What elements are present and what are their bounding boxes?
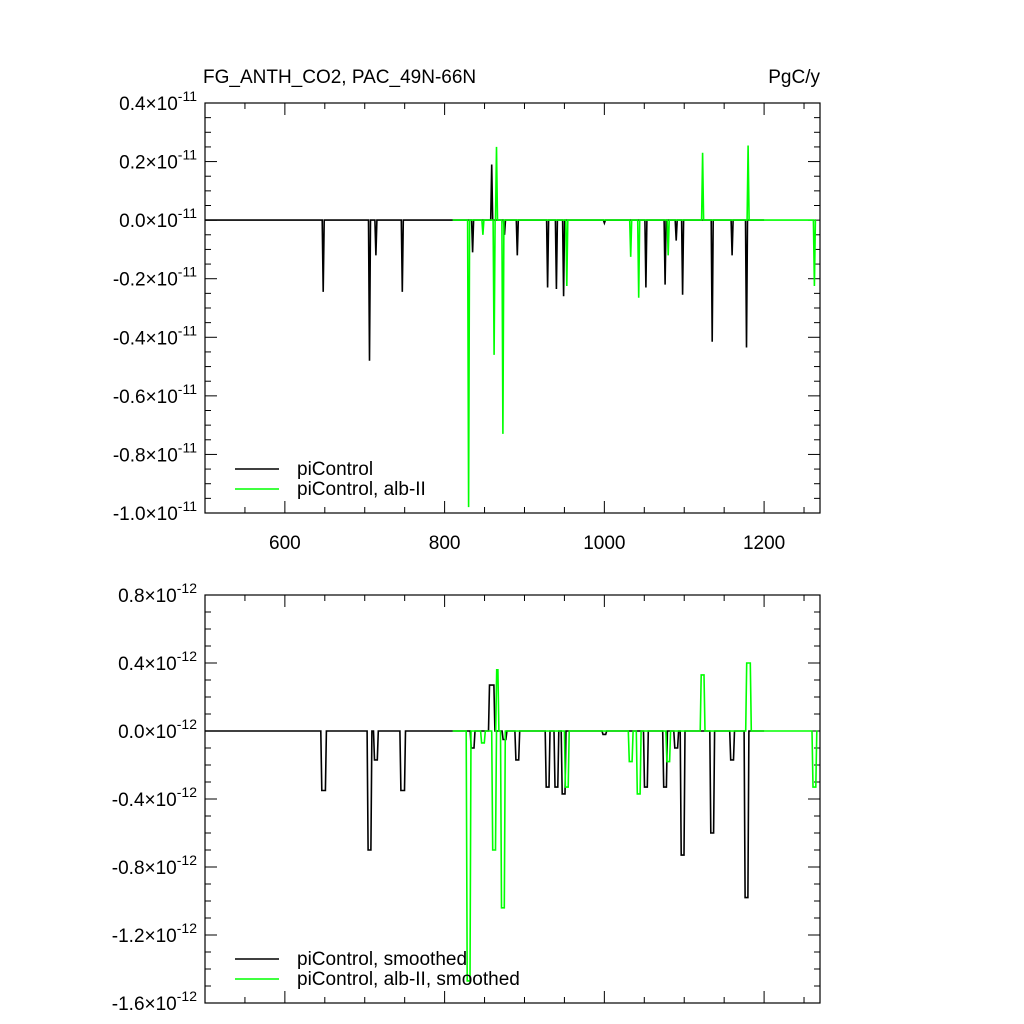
series-line-picontrol-alb-ii <box>452 662 818 982</box>
left-title: FG_ANTH_CO2, PAC_49N-66N <box>203 67 476 88</box>
y-tick-label: 0.8×10-12 <box>118 580 197 607</box>
y-tick-label: -0.8×10-12 <box>112 852 197 879</box>
x-tick-label: 1000 <box>583 533 625 554</box>
legend-label: piControl, smoothed <box>297 949 467 970</box>
plot-frame <box>204 102 821 514</box>
y-tick-label: 0.4×10-12 <box>118 648 197 675</box>
x-tick-label: 800 <box>429 533 461 554</box>
legend-label: piControl, alb-II, smoothed <box>297 969 520 990</box>
legend-label: piControl <box>297 459 373 480</box>
series-group <box>205 145 817 508</box>
panels: 600 800 1000 1200 0.4×10-11 0.2×10-11 0.0×10-1… <box>112 88 821 1015</box>
y-tick-label: 0.0×10-11 <box>119 205 197 232</box>
y-tick-label: -0.4×10-11 <box>113 322 197 349</box>
series-line-picontrol-alb-ii <box>452 145 817 508</box>
y-tick-label: -0.4×10-12 <box>112 784 197 811</box>
y-tick-label: -1.0×10-11 <box>113 498 197 525</box>
series-line-picontrol <box>205 164 765 361</box>
right-title: PgC/y <box>768 67 820 88</box>
x-tick-label: 600 <box>269 533 301 554</box>
y-tick-label: -0.6×10-11 <box>113 381 197 408</box>
chart-panel-bottom: 0.8×10-12 0.4×10-12 0.0×10-12 -0.4×10-12 -0.… <box>112 580 821 1015</box>
legend-label: piControl, alb-II <box>297 479 426 500</box>
series-line-picontrol <box>205 684 765 899</box>
series-group <box>205 662 818 982</box>
y-tick-label: -1.2×10-12 <box>112 920 197 947</box>
plot-frame <box>204 594 821 1004</box>
y-tick-label: 0.0×10-12 <box>118 716 197 743</box>
chart-panel-top: 600 800 1000 1200 0.4×10-11 0.2×10-11 0.0×10-1… <box>113 88 821 554</box>
y-tick-label: 0.4×10-11 <box>119 88 197 115</box>
y-tick-label: 0.2×10-11 <box>119 147 197 174</box>
y-tick-label: -0.8×10-11 <box>113 439 197 466</box>
x-tick-label: 1200 <box>743 533 785 554</box>
y-tick-label: -1.6×10-12 <box>112 988 197 1015</box>
y-tick-label: -0.2×10-11 <box>113 264 197 291</box>
